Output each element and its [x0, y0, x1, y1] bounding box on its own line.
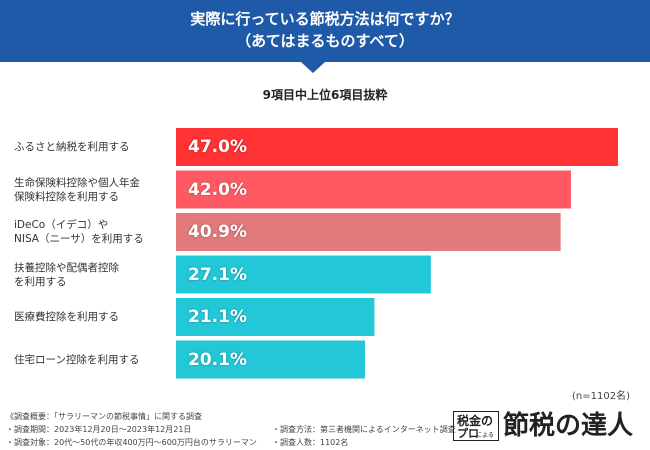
category-label-line: 住宅ローン控除を利用する: [14, 353, 140, 366]
category-label-3: iDeCo（イデコ）や NISA（ニーサ）を利用する: [14, 218, 179, 246]
header-banner: 実際に行っている節税方法は何ですか？ （あてはまるものすべて）: [0, 0, 650, 62]
category-label-line: 生命保険料控除や個人年金: [14, 176, 140, 189]
footer-survey-period: ・調査期間：2023年12月20日〜2023年12月21日: [6, 425, 192, 434]
logo-badge-line1: 税金の: [457, 414, 494, 428]
bar-2: [176, 170, 571, 209]
category-label-6: 住宅ローン控除を利用する: [14, 353, 179, 367]
category-label-line: iDeCo（イデコ）や: [14, 219, 109, 231]
logo-badge: 税金の プロ による: [453, 411, 499, 441]
header-arrow: [301, 62, 325, 73]
title-line-2: （あてはまるものすべて）: [236, 32, 414, 50]
category-label-2: 生命保険料控除や個人年金 保険料控除を利用する: [14, 176, 179, 204]
category-label-line: 扶養控除や配偶者控除: [14, 261, 119, 274]
bar-value-label-6: 20.1%: [188, 349, 247, 370]
category-label-line: NISA（ニーサ）を利用する: [14, 233, 144, 245]
bar-1: [176, 128, 618, 166]
bar-value-label-4: 27.1%: [188, 264, 247, 285]
logo-badge-small: による: [476, 432, 494, 439]
category-label-line: を利用する: [14, 275, 67, 288]
category-label-line: 保険料控除を利用する: [14, 190, 119, 203]
bar-value-label-1: 47.0%: [188, 137, 247, 157]
category-label-1: ふるさと納税を利用する: [14, 140, 179, 154]
sample-size-note: (n=1102名): [572, 391, 630, 402]
category-label-line: ふるさと納税を利用する: [14, 141, 130, 153]
bar-value-label-5: 21.1%: [188, 307, 247, 327]
bar-6: [176, 340, 366, 379]
title-line-1: 実際に行っている節税方法は何ですか？: [190, 10, 460, 28]
category-label-4: 扶養控除や配偶者控除 を利用する: [14, 261, 179, 289]
logo-badge-line2: プロ: [457, 427, 479, 440]
bar-value-label-3: 40.9%: [188, 222, 247, 242]
footer-survey-title: 《調査概要：「サラリーマンの節税事情」に関する調査: [6, 412, 202, 421]
logo-text: 節税の達人: [503, 411, 634, 441]
brand-logo: 税金の プロ による 節税の達人: [453, 408, 645, 444]
chart-subtitle: 9項目中上位6項目抜粋: [262, 88, 388, 102]
category-label-line: 医療費控除を利用する: [14, 311, 119, 323]
footer-survey-target: ・調査対象：20代〜50代の年収400万円〜600万円台のサラリーマン: [6, 438, 257, 447]
footer-survey-method: ・調査方法：第三者機関によるインターネット調査: [272, 425, 456, 434]
bar-5: [176, 298, 375, 336]
category-label-5: 医療費控除を利用する: [14, 310, 179, 324]
bar-value-label-2: 42.0%: [188, 179, 247, 200]
bar-4: [176, 255, 431, 294]
bar-3: [176, 213, 561, 251]
footer-survey-count: ・調査人数：1102名: [272, 438, 349, 447]
